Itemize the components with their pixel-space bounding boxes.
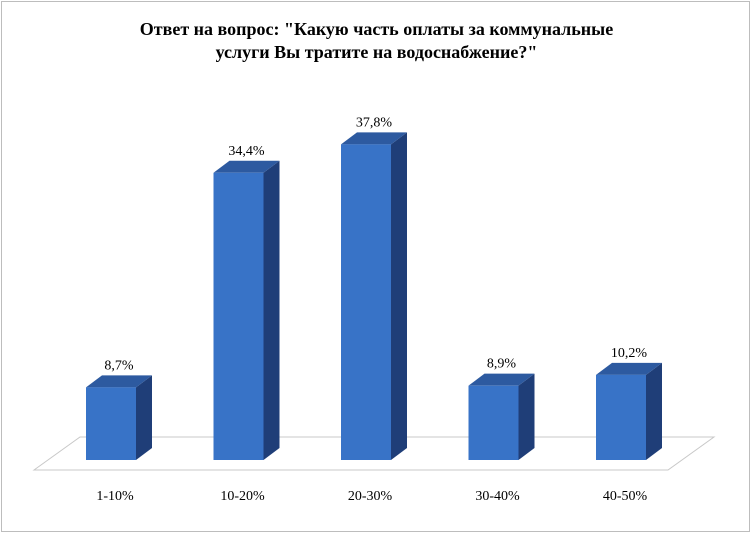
bar-20-30% — [341, 132, 407, 460]
x-tick-label: 1-10% — [96, 489, 134, 504]
bar-top — [468, 373, 535, 386]
bar-top — [213, 160, 280, 173]
bar-side — [646, 362, 662, 460]
bar-front — [468, 385, 519, 460]
bar-front — [86, 387, 136, 460]
data-labels: 8,7% 34,4% 37,8% 8,9% 10,2% — [104, 115, 647, 373]
bar-side — [391, 132, 407, 460]
data-label: 34,4% — [228, 144, 265, 159]
data-label: 8,7% — [104, 358, 134, 373]
bar-top — [86, 375, 152, 388]
bar-side — [518, 373, 535, 460]
bar-top — [341, 132, 407, 145]
bar-1-10% — [86, 375, 152, 460]
bar-10-20% — [213, 160, 280, 460]
bar-top — [596, 362, 662, 375]
bar-side — [136, 375, 152, 460]
bars — [86, 132, 662, 460]
data-label: 8,9% — [487, 357, 517, 372]
data-label: 37,8% — [356, 115, 393, 130]
x-tick-label: 20-30% — [348, 489, 393, 504]
x-tick-label: 30-40% — [475, 489, 520, 504]
bar-front — [213, 172, 264, 460]
bar-front — [341, 144, 391, 460]
x-tick-label: 10-20% — [220, 489, 265, 504]
data-label: 10,2% — [611, 346, 648, 361]
bar-front — [596, 374, 646, 460]
bar-side — [263, 160, 280, 460]
bar-30-40% — [468, 373, 535, 460]
x-tick-label: 40-50% — [603, 489, 648, 504]
x-axis-ticks: 1-10% 10-20% 20-30% 30-40% 40-50% — [96, 489, 647, 504]
bar-40-50% — [596, 362, 662, 460]
chart-title: Ответ на вопрос: "Какую часть оплаты за … — [139, 19, 614, 62]
